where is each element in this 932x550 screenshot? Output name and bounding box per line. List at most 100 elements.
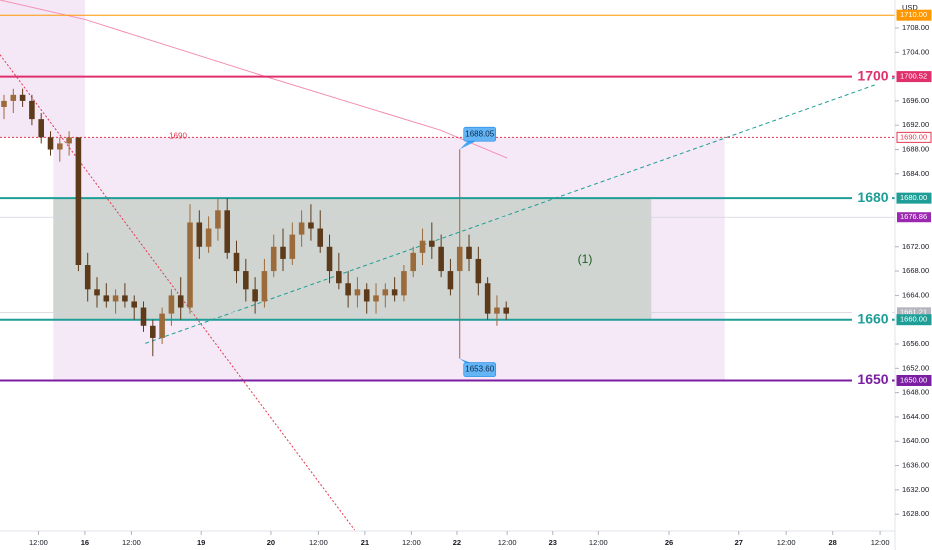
x-tick-label: 20 (267, 538, 275, 547)
callout-pointer (459, 141, 476, 150)
y-tick-label: 1696.00 (902, 96, 929, 105)
y-tick-label: 1708.00 (902, 23, 929, 32)
x-tick-label: 12:00 (777, 538, 796, 547)
level-tag (896, 9, 932, 21)
candle-body (280, 246, 286, 259)
x-tick-label: 12:00 (309, 538, 328, 547)
y-tick-label: 1648.00 (902, 388, 929, 397)
x-tick-label: 12:00 (402, 538, 421, 547)
candle-body (317, 228, 324, 247)
candle-body (345, 283, 351, 296)
candle-body (289, 234, 296, 259)
x-tick-label: 12:00 (498, 538, 517, 547)
candle-body (131, 301, 137, 308)
candle-body (1, 100, 7, 107)
candle-body (373, 295, 379, 302)
level-tag-label: 1710.00 (900, 10, 927, 19)
candle-body (410, 252, 417, 272)
x-tick-label: 16 (81, 538, 89, 547)
candle-body (205, 228, 212, 247)
level-tag (896, 314, 932, 326)
level-tag (896, 374, 932, 386)
candle-body (429, 240, 435, 247)
candle-body (391, 289, 398, 296)
callout-label: 1653.60 (465, 365, 494, 374)
candle-body (363, 289, 370, 302)
price-tag-label: 1676.86 (900, 212, 927, 221)
y-tick-label: 1636.00 (902, 461, 929, 470)
y-tick-label: 1632.00 (902, 485, 929, 494)
candle-body (456, 246, 463, 272)
candle-body (270, 246, 277, 272)
level-tag-label: 1650.00 (900, 375, 927, 384)
x-tick-label: 19 (197, 538, 205, 547)
level-tag-label: 1660.00 (900, 315, 927, 324)
candle-body (57, 143, 63, 150)
y-tick-label: 1668.00 (902, 266, 929, 275)
x-tick-label: 21 (361, 538, 369, 547)
y-tick-label: 1652.00 (902, 363, 929, 372)
level-label-bg (852, 68, 892, 85)
candle-body (503, 307, 510, 314)
candle-body (308, 222, 314, 229)
x-tick-label: 12:00 (589, 538, 608, 547)
y-tick-label: 1628.00 (902, 509, 929, 518)
y-tick-label: 1688.00 (902, 145, 929, 154)
candle-body (150, 325, 156, 338)
candle-body (382, 289, 389, 296)
level-tag (896, 131, 932, 143)
candle-body (112, 295, 119, 302)
candle-body (38, 119, 44, 138)
candle-body (94, 289, 100, 296)
candle-body (140, 307, 147, 326)
currency: USD (902, 3, 918, 12)
zone (0, 0, 85, 138)
x-tick-label: 27 (735, 538, 743, 547)
x-tick-label: 22 (453, 538, 461, 547)
candle-body (103, 295, 110, 302)
candle-body (475, 258, 482, 284)
candle-body (159, 313, 165, 338)
level-tag (896, 192, 932, 204)
y-tick-label: 1664.00 (902, 290, 929, 299)
candle-body (336, 271, 342, 284)
x-tick-label: 26 (665, 538, 673, 547)
candle-body (261, 271, 268, 302)
candle-body (354, 289, 361, 296)
candle-body (224, 210, 231, 253)
level-tag-label: 1690.00 (900, 132, 927, 141)
x-tick-label: 28 (829, 538, 837, 547)
candle-body (19, 94, 26, 101)
y-tick-label: 1672.00 (902, 242, 929, 251)
candle-body (84, 265, 91, 290)
y-tick-label: 1640.00 (902, 436, 929, 445)
x-tick-label: 23 (549, 538, 557, 547)
level-label: 1650 (857, 371, 888, 387)
y-tick-label: 1644.00 (902, 412, 929, 421)
candle-body (298, 222, 305, 235)
candle-body (438, 246, 444, 272)
candle-body (122, 295, 128, 302)
y-tick-label: 1692.00 (902, 120, 929, 129)
candle-body (326, 246, 333, 272)
candle-body (177, 295, 184, 308)
level-label-bg (852, 372, 892, 389)
zone (53, 137, 725, 381)
candle-body (447, 271, 454, 290)
candle-body (196, 222, 203, 247)
trendline (0, 54, 356, 531)
callout-box (463, 362, 497, 377)
level-label-bg (852, 190, 892, 207)
candle-body (419, 240, 426, 253)
level-label: 1700 (857, 67, 888, 83)
candle-body (401, 271, 407, 296)
level-label-bg (852, 311, 892, 328)
candle-body (168, 295, 175, 314)
x-tick-label: 12:00 (871, 538, 890, 547)
callout-box (463, 126, 497, 142)
candle-body (47, 137, 54, 150)
candle-body (187, 222, 193, 308)
y-tick-label: 1684.00 (902, 169, 929, 178)
wave-label: (1) (578, 252, 593, 266)
x-tick-label: 12:00 (29, 538, 48, 547)
